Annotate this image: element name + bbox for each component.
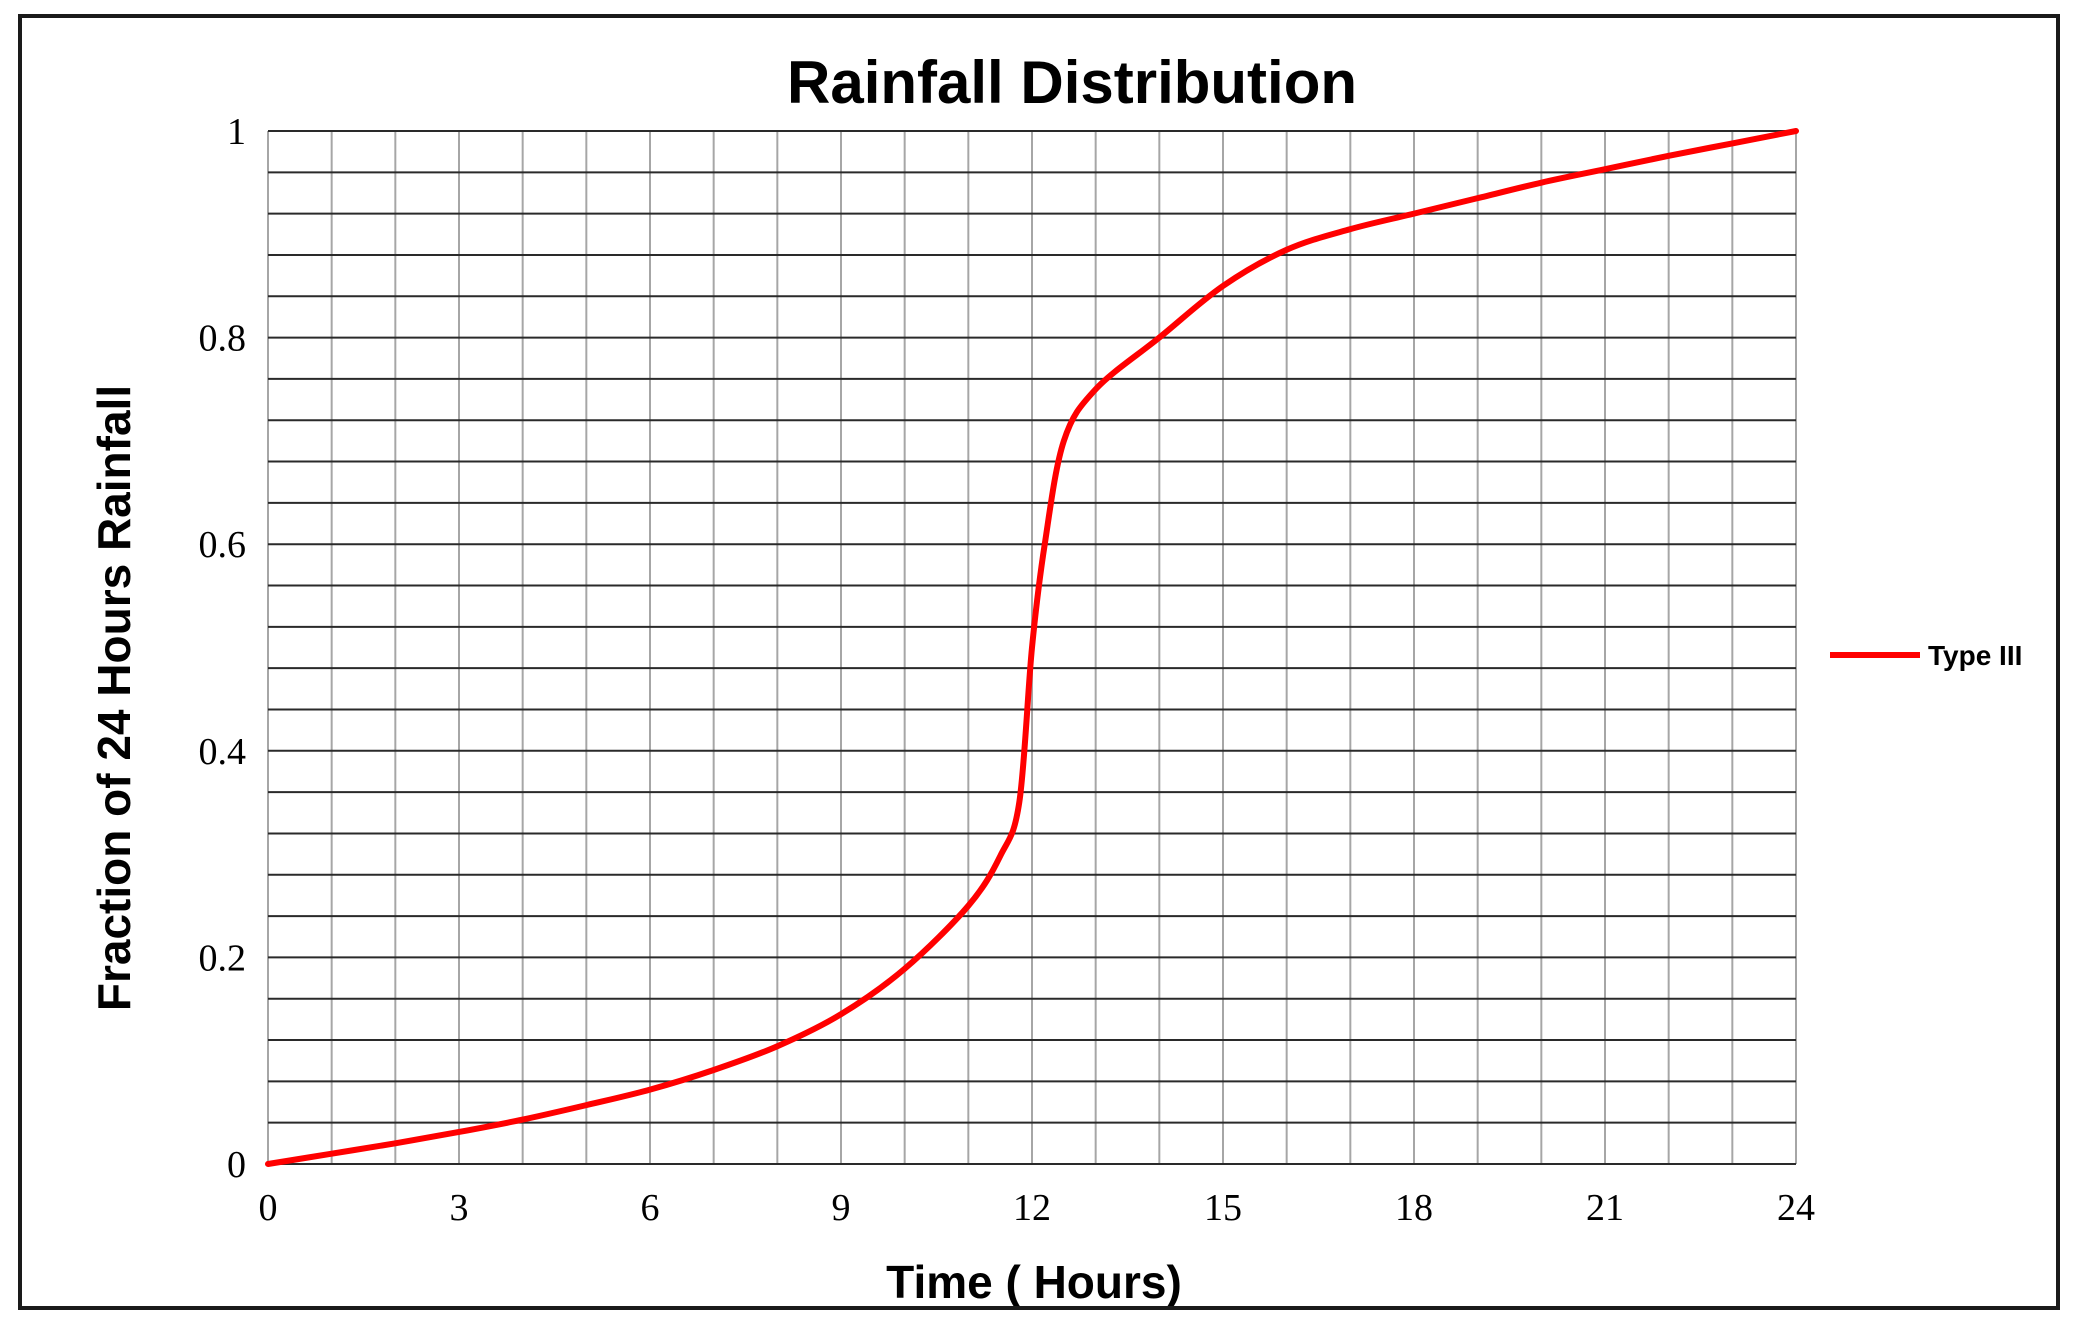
legend: Type III: [1830, 640, 2022, 671]
x-axis-title: Time ( Hours): [886, 1256, 1182, 1306]
x-tick-label: 21: [1586, 1187, 1624, 1229]
x-tick-label: 12: [1013, 1187, 1051, 1229]
x-tick-label: 6: [641, 1187, 660, 1229]
y-tick-label: 1: [227, 111, 246, 153]
chart-title: Rainfall Distribution: [787, 49, 1357, 116]
series-lines: [265, 128, 1799, 1167]
y-axis-title: Fraction of 24 Hours Rainfall: [88, 385, 140, 1011]
y-tick-label: 0.2: [199, 937, 247, 979]
x-tick-label: 9: [832, 1187, 851, 1229]
y-tick-labels: 0 0.2 0.4 0.6 0.8 1: [199, 111, 247, 1186]
x-tick-label: 18: [1395, 1187, 1433, 1229]
chart-frame: 0 0.2 0.4 0.6 0.8 1 0 3 6 9 12 15 18 21 24 Rainfall D…: [18, 14, 2060, 1310]
x-tick-label: 0: [259, 1187, 278, 1229]
legend-label-type-iii: Type III: [1928, 640, 2022, 671]
y-tick-label: 0.6: [199, 524, 247, 566]
chart-svg: 0 0.2 0.4 0.6 0.8 1 0 3 6 9 12 15 18 21 24 Rainfall D…: [88, 49, 2022, 1306]
y-tick-label: 0.4: [199, 731, 247, 773]
series-line-0: [265, 128, 1799, 1167]
x-tick-label: 24: [1777, 1187, 1815, 1229]
y-tick-label: 0.8: [199, 318, 247, 360]
x-tick-label: 3: [450, 1187, 469, 1229]
y-tick-label: 0: [227, 1144, 246, 1186]
x-tick-labels: 0 3 6 9 12 15 18 21 24: [259, 1187, 1816, 1229]
x-tick-label: 15: [1204, 1187, 1242, 1229]
